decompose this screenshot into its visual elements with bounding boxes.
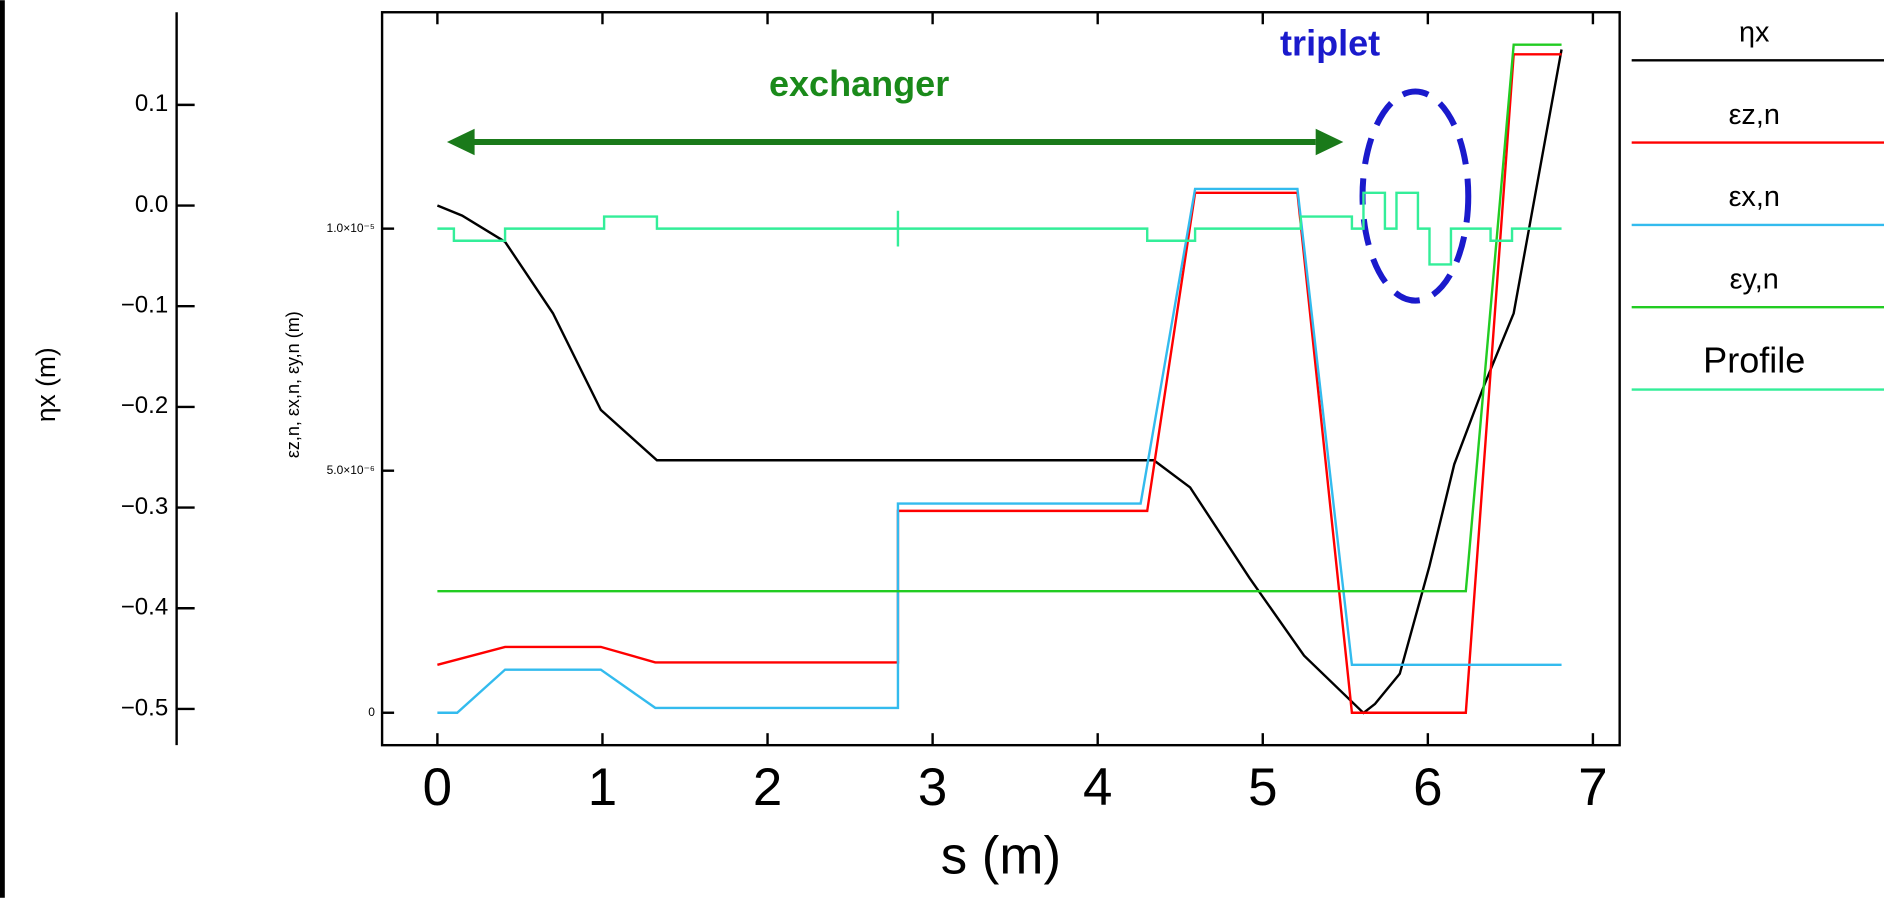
y-axis-title: ηx (m) <box>31 347 61 422</box>
y2-axis-title: εz,n, εx,n, εy,n (m) <box>283 311 303 458</box>
y2-tick-label: 5.0×10⁻⁶ <box>327 463 375 477</box>
y-tick-label: −0.3 <box>121 493 168 520</box>
y-tick-label: −0.5 <box>121 694 168 721</box>
x-tick-label: 5 <box>1248 758 1277 817</box>
x-tick-label: 7 <box>1578 758 1607 817</box>
series-line <box>437 43 1562 593</box>
legend-label: εy,n <box>1730 263 1779 295</box>
series-line <box>437 187 1562 714</box>
y-tick-label: 0.0 <box>135 191 168 218</box>
x-tick-label: 4 <box>1083 758 1112 817</box>
x-axis-title: s (m) <box>941 826 1061 885</box>
x-tick-label: 2 <box>753 758 782 817</box>
annotation: exchanger <box>769 63 949 104</box>
series-line <box>436 49 1563 715</box>
triplet-ellipse <box>1359 88 1472 304</box>
x-tick-label: 0 <box>423 758 452 817</box>
legend-label: εz,n <box>1729 99 1780 131</box>
y-tick-label: −0.2 <box>121 392 168 419</box>
x-tick-label: 6 <box>1413 758 1442 817</box>
y2-tick-label: 0 <box>368 705 375 719</box>
y-tick-label: −0.1 <box>121 292 168 319</box>
edge <box>0 0 5 898</box>
annotation: triplet <box>1280 22 1380 63</box>
exchanger-arrow <box>446 128 1344 156</box>
legend-label: ηx <box>1739 16 1770 48</box>
legend: ηx εz,n εx,n εy,n Profile <box>1631 16 1884 391</box>
plot-frame <box>380 11 1621 747</box>
y-tick-label: −0.4 <box>121 594 168 621</box>
legend-label: Profile <box>1703 340 1805 381</box>
x-tick-label: 3 <box>918 758 947 817</box>
series-line <box>437 191 1562 266</box>
y2-tick-label: 1.0×10⁻⁵ <box>327 221 375 235</box>
legend-label: εx,n <box>1729 181 1780 213</box>
series-line <box>437 53 1562 714</box>
x-tick-label: 1 <box>588 758 617 817</box>
y-tick-label: 0.1 <box>135 90 168 117</box>
